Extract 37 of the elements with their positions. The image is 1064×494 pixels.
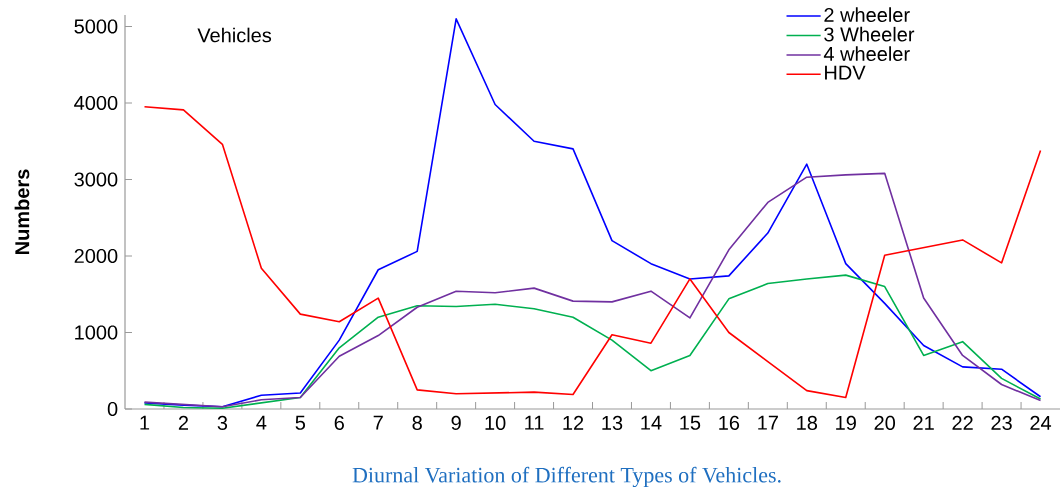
x-tick-label: 21	[913, 415, 934, 430]
y-tick-label: 0	[107, 402, 118, 417]
x-tick-label: 23	[991, 415, 1012, 431]
x-tick-label: 20	[874, 415, 896, 431]
x-tick-label: 10	[485, 415, 506, 431]
x-tick-label: 14	[641, 415, 662, 430]
x-tick-label: 3	[217, 415, 228, 431]
legend-label: 4 wheeler	[823, 46, 910, 62]
x-tick-label: 16	[719, 415, 740, 431]
x-tick-label: 6	[334, 415, 344, 431]
x-tick-label: 8	[412, 415, 422, 431]
y-tick-label: 5000	[74, 19, 118, 34]
y-tick-label: 4000	[74, 96, 118, 111]
x-tick-label: 19	[836, 415, 856, 431]
x-tick-label: 9	[451, 415, 461, 431]
y-axis-title: Numbers	[14, 169, 30, 255]
x-tick-label: 11	[525, 415, 544, 430]
text: Diurnal Variation of Different Types of Vehicles.	[352, 466, 781, 488]
x-tick-label: 7	[373, 415, 383, 430]
x-tick-label: 2	[178, 415, 188, 430]
x-tick-label: 5	[295, 415, 306, 430]
x-tick-label: 13	[602, 415, 623, 431]
x-tick-label: 15	[680, 415, 701, 430]
legend-label: HDV	[825, 65, 866, 80]
x-tick-label: 22	[952, 415, 973, 430]
y-tick-label: 2000	[74, 249, 118, 264]
y-tick-label: 1000	[75, 325, 118, 340]
legend-label: 3 Wheeler	[824, 26, 915, 42]
y-tick-label: 3000	[74, 172, 118, 187]
x-tick-label: 1	[140, 415, 150, 430]
text: Vehicles	[197, 27, 272, 43]
x-tick-label: 17	[758, 415, 778, 430]
x-tick-label: 24	[1030, 415, 1052, 430]
x-tick-label: 18	[797, 415, 818, 431]
x-tick-label: 4	[256, 415, 267, 430]
x-tick-label: 12	[563, 415, 584, 430]
legend-label: 2 wheeler	[824, 7, 910, 23]
